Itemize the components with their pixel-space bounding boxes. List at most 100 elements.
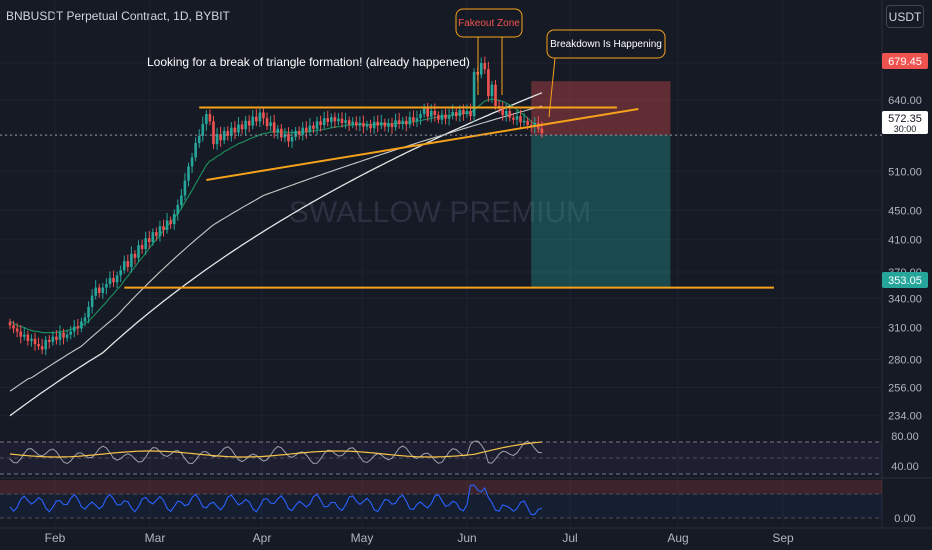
candle (337, 119, 340, 122)
candle (66, 335, 69, 338)
candle (119, 270, 122, 275)
price-tick-label: 256.00 (888, 383, 922, 395)
candle (501, 108, 504, 115)
osc-tick-label: 0.00 (894, 513, 915, 525)
time-tick-label: Aug (667, 531, 688, 545)
candle (77, 326, 80, 328)
candle (519, 116, 522, 122)
candle (541, 129, 544, 133)
candle (248, 121, 251, 126)
candle (237, 124, 240, 132)
price-tick-label: 234.00 (888, 411, 922, 423)
candle (201, 124, 204, 136)
candle (380, 122, 383, 125)
candle (12, 325, 15, 328)
candle (9, 322, 12, 325)
candle (469, 111, 472, 116)
candle (55, 337, 58, 340)
candle (384, 122, 387, 126)
candle (148, 238, 151, 242)
candle (398, 120, 401, 124)
candle (134, 254, 137, 258)
target-price-tag: 679.45 (882, 53, 928, 69)
candle (362, 123, 365, 127)
candle (416, 118, 419, 121)
candle (59, 333, 62, 340)
candle (401, 121, 404, 124)
moving-averages (10, 93, 542, 416)
candle (334, 117, 337, 121)
price-tick-label: 640.00 (888, 95, 922, 107)
candle (276, 129, 279, 133)
candle (394, 120, 397, 127)
time-axis[interactable]: Feb Mar Apr May Jun Jul Aug Sep (45, 531, 794, 545)
ma-mid-line (10, 106, 542, 391)
candle (516, 116, 519, 120)
candle (169, 220, 172, 224)
candle (34, 339, 37, 344)
candle (176, 205, 179, 214)
time-tick-label: Sep (772, 531, 794, 545)
candle (23, 335, 26, 337)
candle (437, 115, 440, 120)
candle (291, 137, 294, 141)
candle (330, 117, 333, 122)
candle (301, 128, 304, 135)
candle (491, 85, 494, 96)
osc-lower-band (0, 494, 882, 518)
candle (387, 123, 390, 126)
candle (191, 157, 194, 166)
candle (223, 131, 226, 140)
candle (373, 122, 376, 128)
candle (441, 115, 444, 120)
candle (459, 110, 462, 116)
candle (130, 254, 133, 267)
candle (112, 278, 115, 282)
candle (505, 111, 508, 115)
candle (309, 126, 312, 132)
candle (137, 245, 140, 258)
candle (44, 340, 47, 350)
candle (123, 261, 126, 270)
candle (241, 124, 244, 129)
candle (209, 114, 212, 121)
triangle-note: Looking for a break of triangle formatio… (147, 55, 470, 69)
candle (359, 123, 362, 126)
stop-price-tag: 353.05 (882, 272, 928, 288)
fakeout-label: Fakeout Zone (458, 18, 520, 29)
candle (48, 340, 51, 342)
candle (341, 119, 344, 123)
candle (102, 288, 105, 293)
svg-text:353.05: 353.05 (888, 275, 922, 287)
rsi-tick-label: 40.00 (891, 461, 919, 473)
candle (173, 214, 176, 224)
candle (94, 288, 97, 296)
candle (369, 124, 372, 128)
candle (305, 128, 308, 132)
candle (484, 63, 487, 69)
candle (244, 121, 247, 129)
candle (251, 117, 254, 126)
candle (509, 111, 512, 118)
candle (109, 278, 112, 284)
candle (19, 332, 22, 337)
candle (141, 245, 144, 249)
candle (319, 121, 322, 125)
candle (73, 326, 76, 331)
candle (212, 121, 215, 144)
candle (162, 226, 165, 230)
candle (405, 121, 408, 125)
candle (455, 112, 458, 116)
candle (155, 232, 158, 236)
candle (255, 117, 258, 122)
breakdown-label: Breakdown Is Happening (550, 39, 662, 50)
candle (451, 112, 454, 116)
candle (234, 128, 237, 133)
candle (448, 116, 451, 119)
candle (159, 226, 162, 236)
candle (116, 275, 119, 282)
candle (444, 115, 447, 119)
candle (351, 122, 354, 125)
candle (62, 333, 65, 338)
